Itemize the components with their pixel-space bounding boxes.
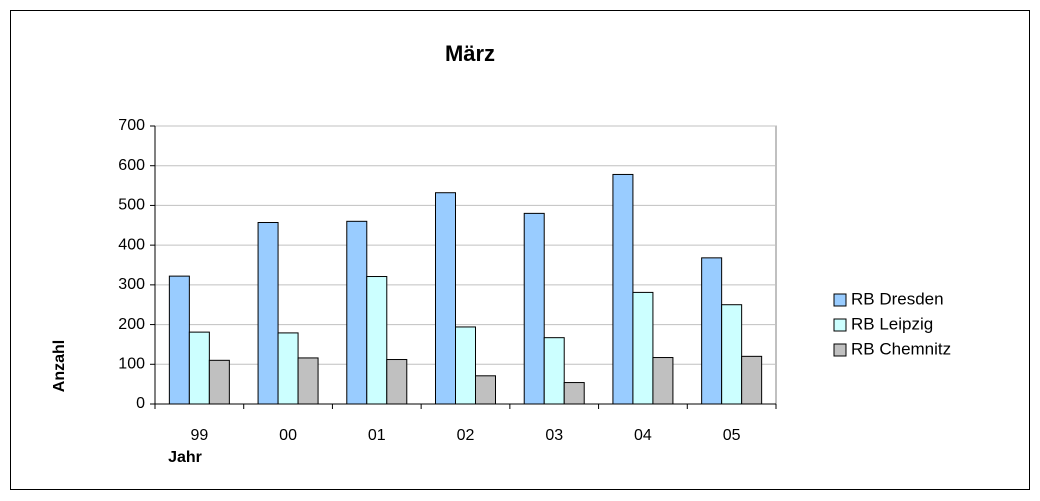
y-tick-label: 200 — [118, 316, 145, 333]
legend-swatch — [833, 343, 847, 357]
bar — [741, 355, 763, 405]
legend-label: RB Dresden — [851, 289, 944, 308]
chart-title: März — [445, 41, 495, 66]
x-tick-label: 05 — [723, 427, 741, 444]
legend-label: RB Chemnitz — [851, 339, 951, 358]
bar — [701, 257, 723, 405]
bar — [208, 359, 230, 405]
legend-swatch — [833, 293, 847, 307]
bar — [168, 275, 190, 405]
bar — [435, 192, 456, 405]
bar — [366, 276, 388, 405]
bar — [652, 357, 674, 405]
legend-swatch — [833, 318, 847, 332]
bar — [257, 222, 279, 405]
bar — [475, 375, 496, 405]
legend-label: RB Leipzig — [851, 314, 933, 333]
y-tick-label: 600 — [118, 157, 145, 174]
y-axis-label: Anzahl — [51, 340, 68, 392]
bar — [612, 173, 634, 405]
bar — [455, 326, 476, 405]
x-tick-label: 99 — [190, 427, 208, 444]
bar — [632, 291, 654, 405]
bar — [523, 212, 545, 405]
bar — [297, 357, 319, 405]
x-tick-label: 00 — [279, 427, 297, 444]
bar — [721, 304, 743, 405]
y-tick-label: 500 — [118, 197, 145, 214]
x-tick-label: 02 — [457, 427, 475, 444]
bar — [543, 337, 565, 405]
bar — [188, 331, 210, 405]
y-tick-label: 400 — [118, 236, 145, 253]
y-tick-label: 700 — [118, 117, 145, 134]
x-tick-label: 03 — [545, 427, 563, 444]
y-tick-label: 100 — [118, 356, 145, 373]
y-tick-label: 300 — [118, 276, 145, 293]
bar — [386, 359, 408, 405]
x-axis-label: Jahr — [168, 449, 202, 466]
bar — [563, 382, 585, 405]
x-tick-label: 04 — [634, 427, 652, 444]
bar — [346, 220, 368, 405]
y-tick-label: 0 — [136, 395, 145, 412]
bar — [277, 332, 299, 405]
x-tick-label: 01 — [368, 427, 386, 444]
